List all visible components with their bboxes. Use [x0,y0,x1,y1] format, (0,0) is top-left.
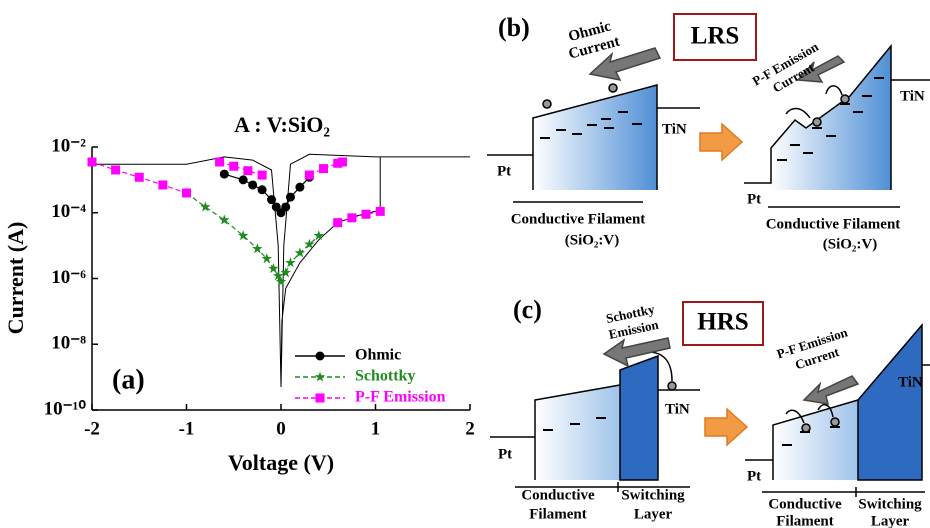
material-label: (SiO₂:V) [823,236,878,252]
emission-path [826,86,842,95]
x-tick-label: 2 [465,418,475,439]
marker [135,173,144,182]
x-tick-label: 1 [371,418,381,439]
marker [220,170,229,179]
electron [802,424,810,432]
marker [281,202,290,211]
electron [668,382,676,390]
marker [215,157,224,166]
marker [281,267,292,277]
marker [239,175,248,184]
transition-arrow [700,124,742,160]
panel-label: (b) [498,13,530,42]
marker [314,230,324,240]
x-tick-label: -1 [179,418,195,439]
electrode-label: TiN [665,401,690,417]
filament-band [535,385,620,480]
electrode-label: TiN [900,88,925,104]
y-tick-label: 10⁻⁸ [51,333,86,354]
chart-title: A : V:SiO₂ [234,112,330,137]
legend-label: P-F Emission [355,389,446,406]
marker [362,210,371,219]
electrode-label: Pt [497,163,511,179]
legend-marker [315,372,325,382]
switching-layer [620,356,658,480]
electron [813,118,821,126]
series-line [92,162,380,223]
marker [158,180,167,189]
figure: A : V:SiO₂ Voltage (V) Current (A) (a) 1… [0,0,930,528]
electrode-label: TiN [662,121,687,137]
x-tick-label: -2 [84,418,100,439]
layer-label: Conductive Filament [511,211,646,227]
series-line [224,174,309,213]
electron [841,95,849,103]
marker [376,207,385,216]
emission-path [786,109,810,119]
electrode-label: Pt [747,468,761,484]
marker [258,171,267,180]
electron [831,418,839,426]
marker [88,157,97,166]
marker [229,162,238,171]
marker [243,166,252,175]
layer-label: Filament [776,513,834,528]
marker [268,263,279,273]
electron [609,84,617,92]
series-line [92,154,470,387]
marker [182,188,191,197]
marker [248,180,257,189]
marker [305,171,314,180]
y-axis-label: Current (A) [3,222,28,335]
legend-label: Schottky [355,368,415,385]
layer-label: Layer [634,506,673,522]
layer-label: Conductive [521,487,595,503]
legend-marker [316,352,325,361]
panel-b: (b) LRS Ohmic Current TiN Pt Conductive … [487,13,930,252]
panel-label: (c) [513,295,542,324]
y-tick-label: 10⁻⁶ [51,267,86,288]
layer-label: Layer [871,513,910,528]
panel-label: (a) [112,364,145,395]
x-axis-label: Voltage (V) [228,450,334,475]
chart-a: A : V:SiO₂ Voltage (V) Current (A) (a) 1… [3,112,475,475]
electrode-label: TiN [898,374,923,390]
layer-label: Filament [529,506,587,522]
marker [295,183,304,192]
legend-marker [316,394,325,403]
layer-label: Switching [621,487,685,503]
marker [338,157,347,166]
y-tick-label: 10⁻² [51,135,86,156]
layer-label: Switching [858,496,922,512]
electrode-label: Pt [498,446,512,462]
panel-c: (c) HRS Schottky Emission TiN Pt Conduct… [490,295,930,528]
y-tick-label: 10⁻⁴ [51,201,86,222]
layer-label: Conductive Filament [766,216,901,232]
electron [543,100,551,108]
state-label: LRS [691,23,740,50]
current-arrow [804,376,858,404]
electrode-label: Pt [747,191,761,207]
marker [319,164,328,173]
state-label: HRS [697,309,748,336]
marker [258,185,267,194]
legend-label: Ohmic [355,347,401,364]
y-tick-label: 10⁻¹⁰ [44,398,87,419]
x-tick-label: 0 [276,418,286,439]
marker [286,193,295,202]
material-label: (SiO₂:V) [565,232,620,248]
transition-arrow [705,409,747,445]
marker [111,165,120,174]
marker [347,213,356,222]
layer-label: Conductive [768,496,842,512]
current-arrow [604,338,670,366]
switching-layer [858,325,922,480]
marker [333,218,342,227]
